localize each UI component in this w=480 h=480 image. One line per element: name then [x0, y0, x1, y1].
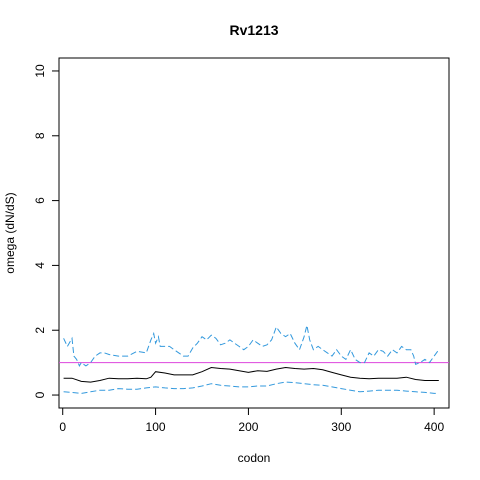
x-tick-label: 100: [146, 420, 166, 434]
x-tick-label: 400: [424, 420, 444, 434]
y-tick-label: 6: [33, 197, 47, 204]
series-layer: [59, 325, 449, 394]
y-axis: 0 2 4 6 8 10: [33, 64, 60, 398]
y-axis-title: omega (dN/dS): [3, 192, 17, 273]
series-line-estimate: [63, 366, 439, 383]
y-tick-label: 10: [33, 64, 47, 78]
y-tick-label: 2: [33, 327, 47, 334]
chart-title: Rv1213: [229, 22, 278, 38]
y-tick-label: 8: [33, 132, 47, 139]
series-line-upper-bound: [63, 325, 440, 368]
x-tick-label: 0: [59, 420, 66, 434]
y-tick-label: 0: [33, 391, 47, 398]
y-tick-label: 4: [33, 262, 47, 269]
x-tick-label: 300: [331, 420, 351, 434]
x-axis-title: codon: [238, 451, 271, 465]
x-axis: 0 100 200 300 400: [59, 407, 444, 434]
x-tick-label: 200: [238, 420, 258, 434]
series-line-lower-bound: [63, 381, 439, 394]
